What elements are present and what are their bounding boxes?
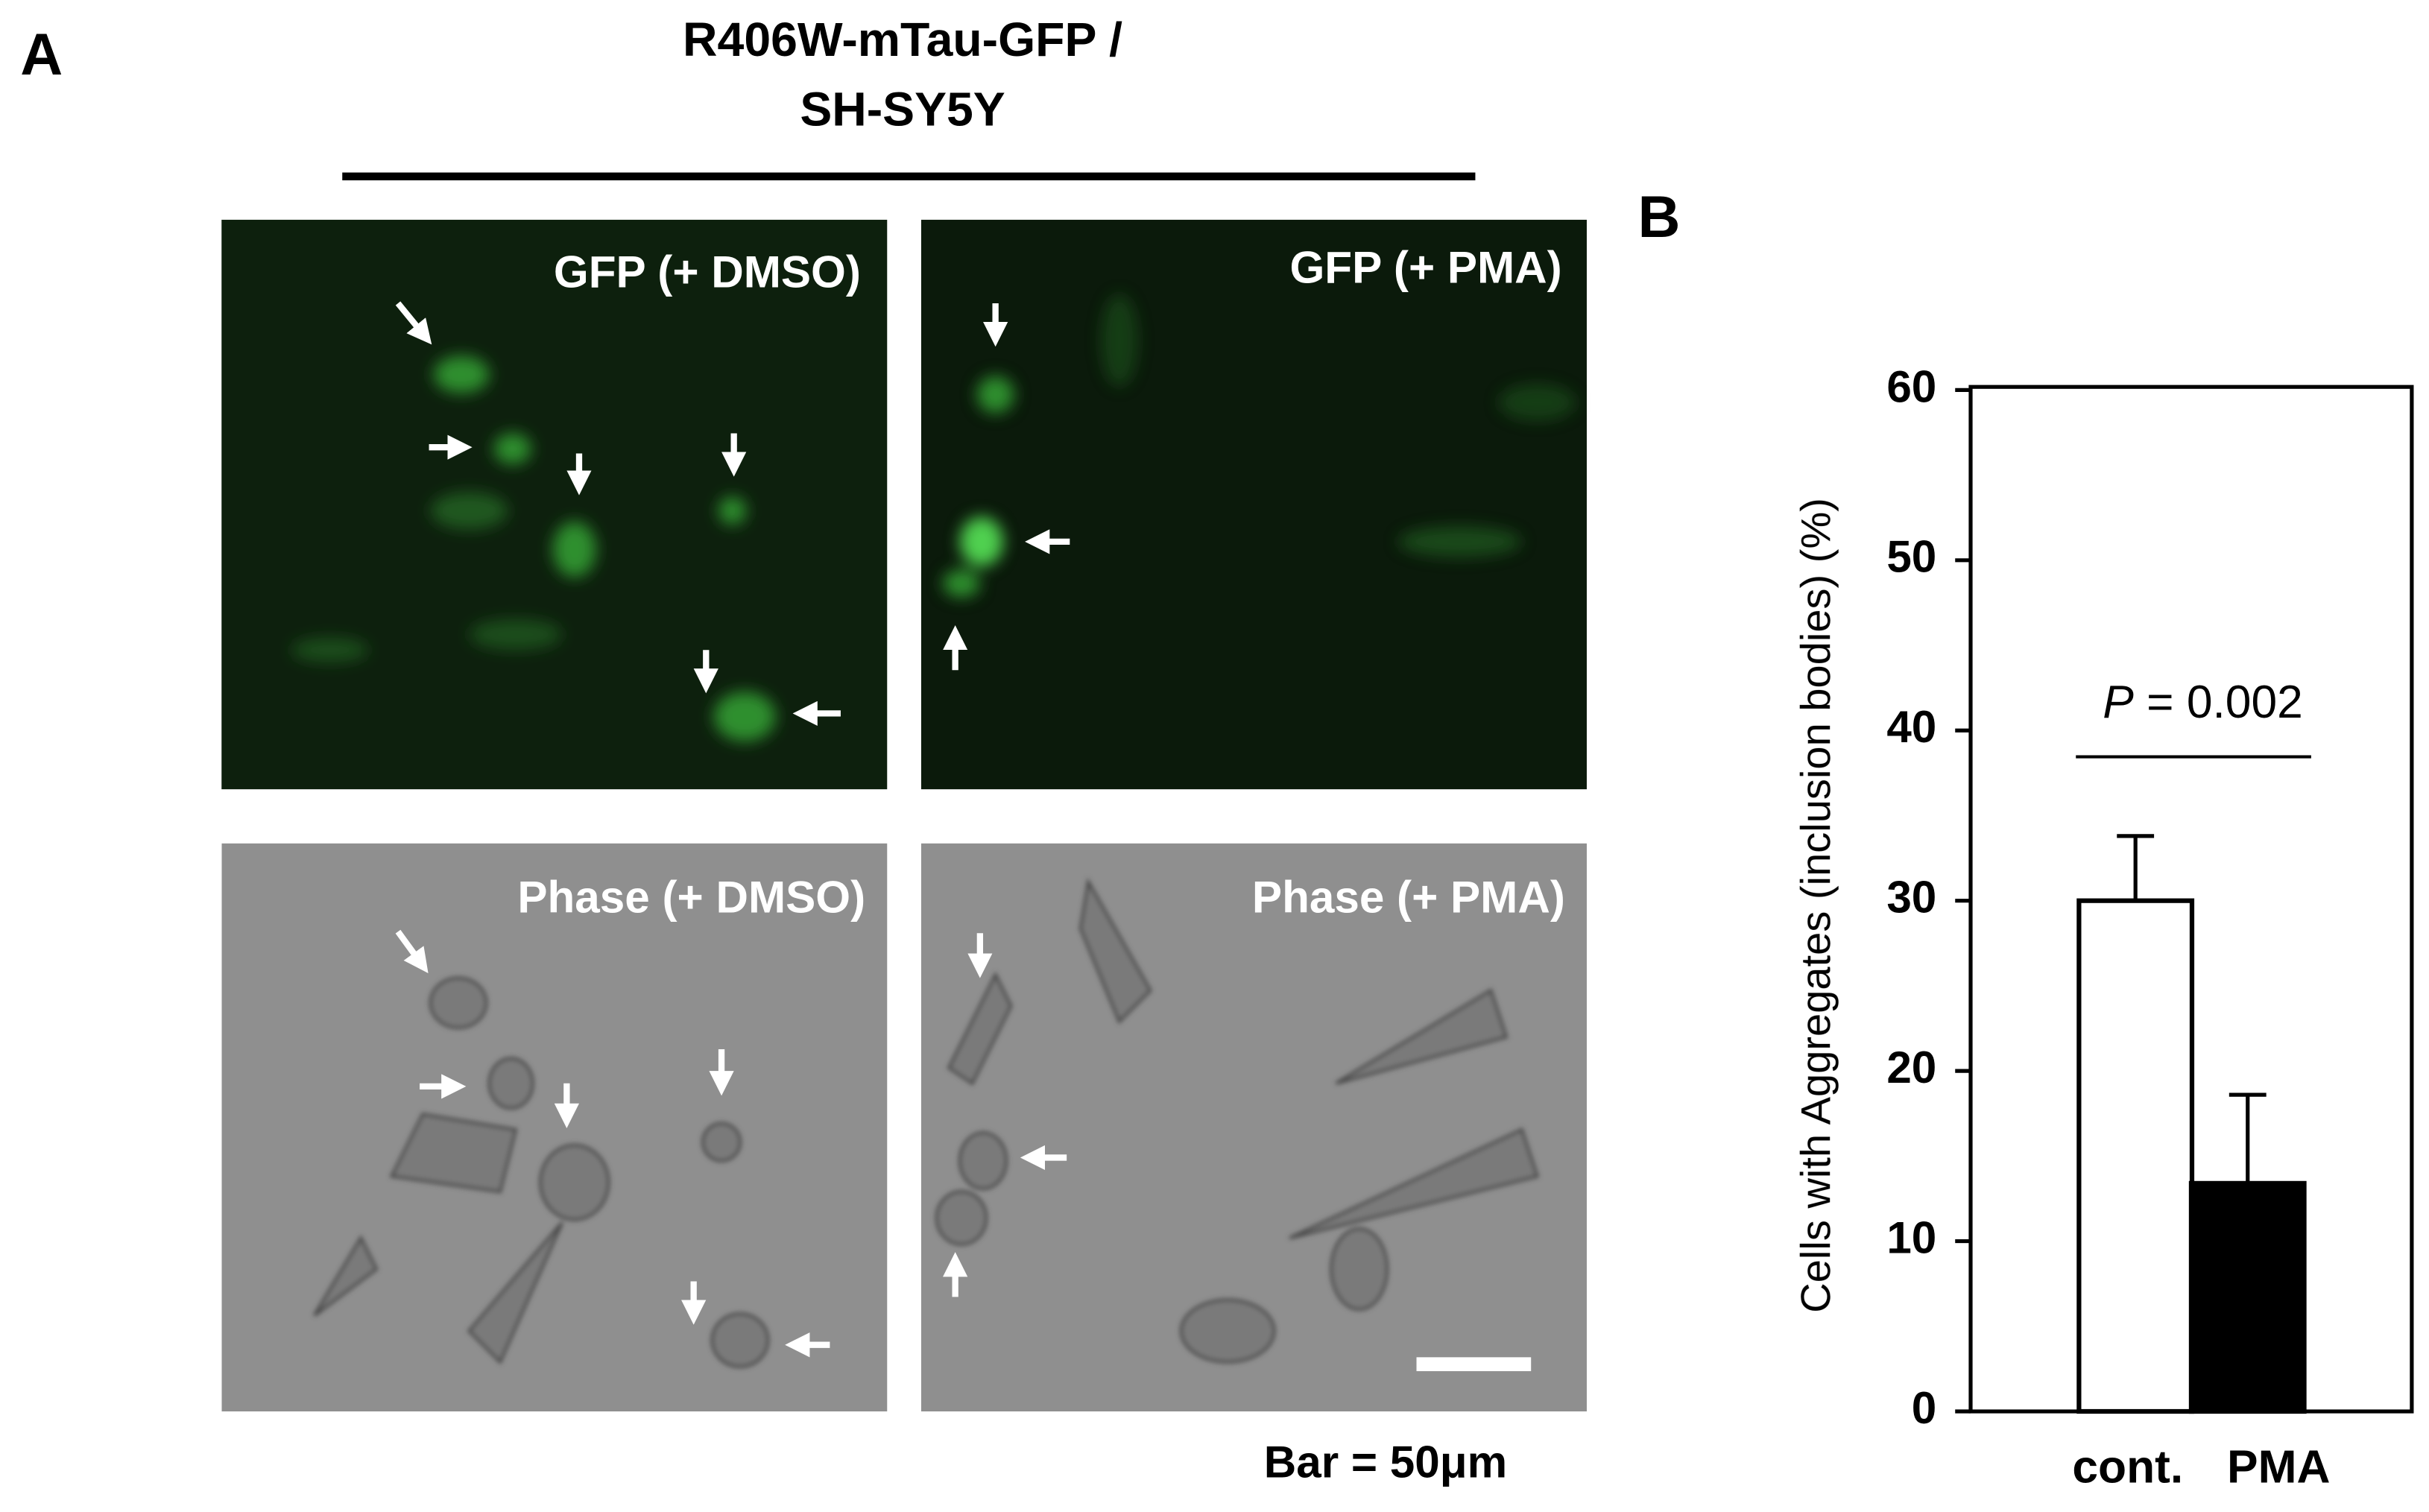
panel-label: A (20, 22, 63, 87)
y-tick-label: 40 (1886, 701, 1936, 752)
y-tick-label: 50 (1886, 531, 1936, 582)
y-tick-label: 10 (1886, 1212, 1936, 1262)
phase-dmso-image: Phase (+ DMSO) (221, 843, 888, 1412)
gfp-pma-image: GFP (+ PMA) (920, 219, 1587, 790)
phase-pma-image: Phase (+ PMA) (920, 843, 1587, 1412)
scale-bar (1416, 1357, 1532, 1372)
bar (2188, 1180, 2307, 1414)
x-tick-label: cont. (2072, 1441, 2183, 1493)
y-tick-label: 60 (1886, 361, 1936, 411)
title: SH-SY5Y (800, 83, 1005, 136)
y-axis-label: Cells with Aggregates (inclusion bodies)… (1792, 498, 1839, 1313)
panel-label: B (1637, 184, 1680, 250)
title: R406W-mTau-GFP / (683, 13, 1122, 66)
y-tick-label: 30 (1886, 872, 1936, 923)
gfp-dmso-image: GFP (+ DMSO) (221, 219, 888, 790)
annotation-variable: P (2103, 677, 2134, 728)
x-tick-label: PMA (2227, 1441, 2330, 1493)
panel-caption: GFP (+ DMSO) (554, 247, 861, 297)
annotation: P = 0.002 (2103, 677, 2302, 728)
y-tick-label: 0 (1912, 1382, 1937, 1433)
panel-caption: GFP (+ PMA) (1289, 241, 1561, 292)
panel-caption: Phase (+ PMA) (1252, 872, 1565, 923)
scale-bar-caption: Bar = 50μm (1264, 1437, 1507, 1487)
chart: 0 10 20 30 40 50 60 cont. PMA (1886, 361, 2330, 1493)
bar (2076, 898, 2195, 1414)
panel-caption: Phase (+ DMSO) (517, 872, 865, 923)
annotation-text: = 0.002 (2147, 677, 2303, 728)
y-tick-label: 20 (1886, 1042, 1936, 1092)
